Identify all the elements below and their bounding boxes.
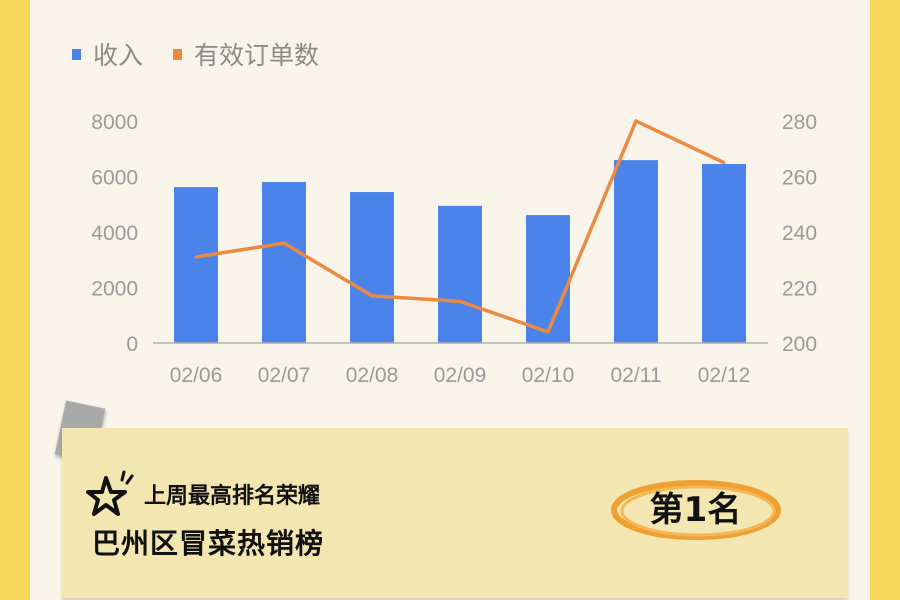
bar-02/06 (174, 187, 218, 343)
line-point-02/10 (546, 330, 550, 334)
rank-text: 第1名 (649, 490, 742, 530)
x-tick-label: 02/06 (170, 364, 223, 387)
y-right-tick-label: 280 (782, 111, 817, 134)
bar-02/07 (262, 182, 306, 343)
x-tick-label: 02/11 (611, 364, 662, 387)
x-tick-label: 02/08 (346, 364, 399, 387)
y-left-tick-label: 6000 (91, 167, 138, 190)
legend-item-orders: 有效订单数 (173, 36, 319, 72)
ranking-card (62, 428, 848, 598)
y-right-tick-label: 260 (782, 167, 817, 190)
y-right-tick-label: 220 (782, 278, 817, 301)
y-left-tick-label: 8000 (91, 111, 138, 134)
line-point-02/12 (722, 161, 726, 165)
legend-label: 有效订单数 (194, 41, 320, 70)
rank-badge: 第1名 (608, 478, 783, 542)
circle-scribble-icon (611, 480, 781, 540)
x-tick-label: 02/07 (258, 364, 311, 387)
line-point-02/09 (458, 299, 462, 303)
line-point-02/06 (194, 255, 198, 259)
y-right-tick-label: 200 (782, 333, 817, 356)
bar-02/08 (350, 192, 394, 343)
line-point-02/11 (634, 119, 638, 123)
y-left-tick-label: 2000 (91, 278, 138, 301)
star-icon (86, 470, 134, 516)
line-point-02/07 (282, 241, 286, 245)
legend-item-revenue: 收入 (72, 36, 143, 72)
card-title: 巴州区冒菜热销榜 (92, 527, 325, 560)
y-left-tick-label: 0 (126, 333, 138, 356)
card-subtitle: 上周最高排名荣耀 (144, 484, 321, 509)
x-tick-label: 02/09 (434, 364, 487, 387)
bar-02/09 (438, 205, 482, 343)
bar-02/11 (614, 160, 658, 343)
legend-label: 收入 (93, 41, 144, 70)
legend-swatch-orders (173, 48, 183, 60)
x-tick-label: 02/10 (522, 364, 575, 387)
line-point-02/08 (370, 294, 374, 298)
bar-02/10 (526, 215, 570, 343)
legend-swatch-revenue (72, 48, 81, 60)
y-left-tick-label: 4000 (91, 222, 138, 245)
bar-02/12 (702, 164, 746, 343)
y-right-tick-label: 240 (782, 222, 817, 245)
x-tick-label: 02/12 (698, 364, 751, 387)
combo-chart: 02/06 02/07 02/08 02/09 02/10 02/11 02/12 0 2000… (91, 111, 817, 387)
chart-legend: 收入 有效订单数 (72, 36, 349, 72)
